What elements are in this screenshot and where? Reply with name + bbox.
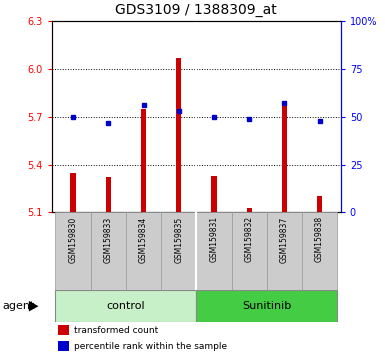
Text: control: control [107,301,145,311]
Bar [302,212,337,290]
Text: agent: agent [2,301,34,311]
Bar [58,325,69,335]
Bar [55,290,196,322]
Bar [58,341,69,351]
Text: GSM159831: GSM159831 [209,216,218,262]
Text: GSM159838: GSM159838 [315,216,324,262]
Bar [91,212,126,290]
Title: GDS3109 / 1388309_at: GDS3109 / 1388309_at [116,4,277,17]
Bar [282,105,287,212]
Bar [105,177,111,212]
Text: Sunitinib: Sunitinib [242,301,291,311]
Text: GSM159830: GSM159830 [69,216,78,263]
Bar [231,212,267,290]
Bar [70,172,76,212]
Bar [176,58,181,212]
Text: GSM159833: GSM159833 [104,216,113,263]
Text: percentile rank within the sample: percentile rank within the sample [74,342,227,350]
Bar [246,207,252,212]
Bar [196,212,231,290]
Bar [141,109,146,212]
Bar [267,212,302,290]
Bar [126,212,161,290]
Bar [161,212,196,290]
Text: GSM159835: GSM159835 [174,216,183,263]
Bar [196,290,337,322]
Text: GSM159837: GSM159837 [280,216,289,263]
Bar [55,212,91,290]
Bar [317,196,322,212]
Text: GSM159832: GSM159832 [245,216,254,262]
Text: transformed count: transformed count [74,326,158,335]
Bar [211,176,217,212]
Text: GSM159834: GSM159834 [139,216,148,263]
